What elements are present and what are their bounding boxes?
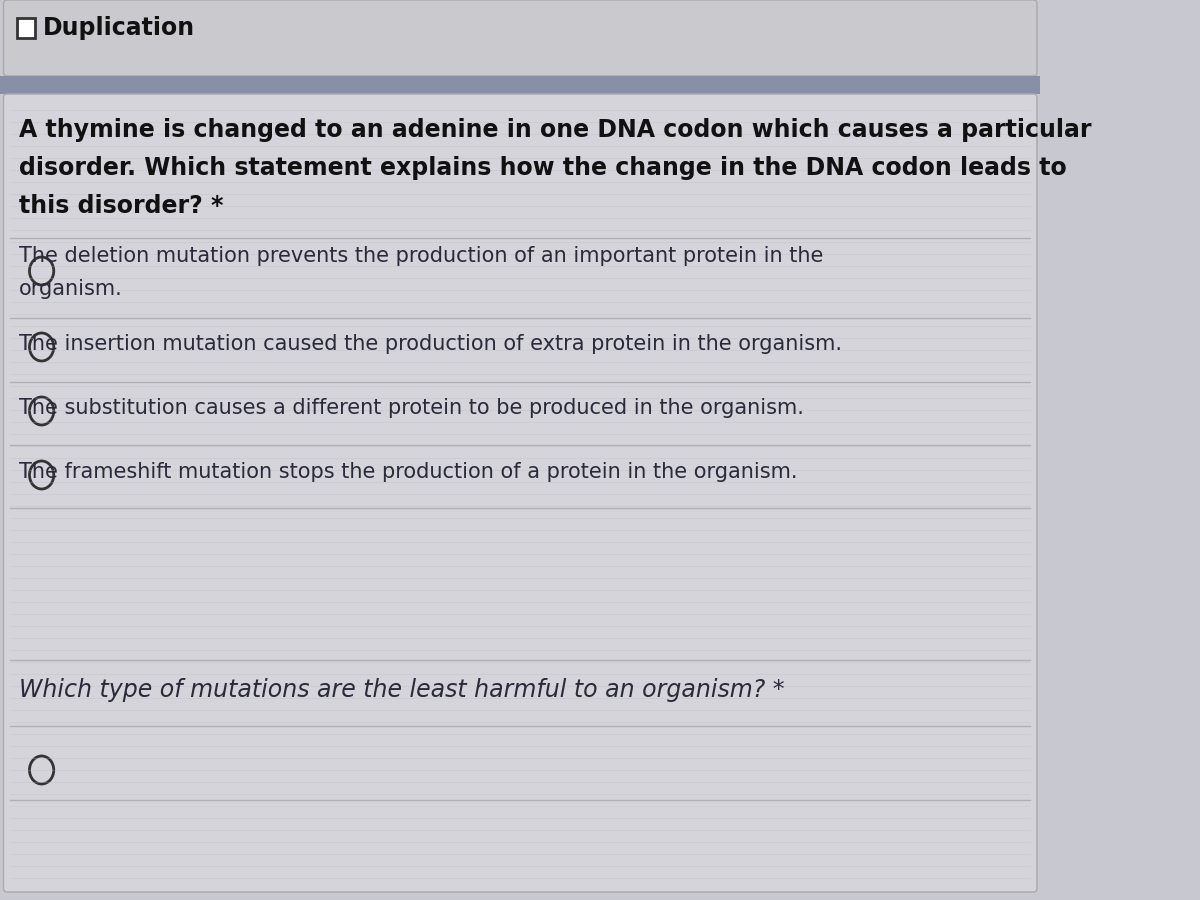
Text: organism.: organism. [19, 279, 122, 299]
Text: The frameshift mutation stops the production of a protein in the organism.: The frameshift mutation stops the produc… [19, 462, 798, 482]
Bar [0, 76, 1040, 94]
FancyBboxPatch shape [4, 94, 1037, 892]
FancyBboxPatch shape [17, 18, 35, 38]
Text: The substitution causes a different protein to be produced in the organism.: The substitution causes a different prot… [19, 398, 804, 418]
Text: A thymine is changed to an adenine in one DNA codon which causes a particular: A thymine is changed to an adenine in on… [19, 118, 1092, 142]
Text: The deletion mutation prevents the production of an important protein in the: The deletion mutation prevents the produ… [19, 246, 823, 266]
Text: this disorder? *: this disorder? * [19, 194, 223, 218]
Text: Duplication: Duplication [43, 16, 196, 40]
FancyBboxPatch shape [4, 0, 1037, 76]
Text: Which type of mutations are the least harmful to an organism? *: Which type of mutations are the least ha… [19, 678, 785, 702]
Text: The insertion mutation caused the production of extra protein in the organism.: The insertion mutation caused the produc… [19, 334, 842, 354]
Text: disorder. Which statement explains how the change in the DNA codon leads to: disorder. Which statement explains how t… [19, 156, 1067, 180]
